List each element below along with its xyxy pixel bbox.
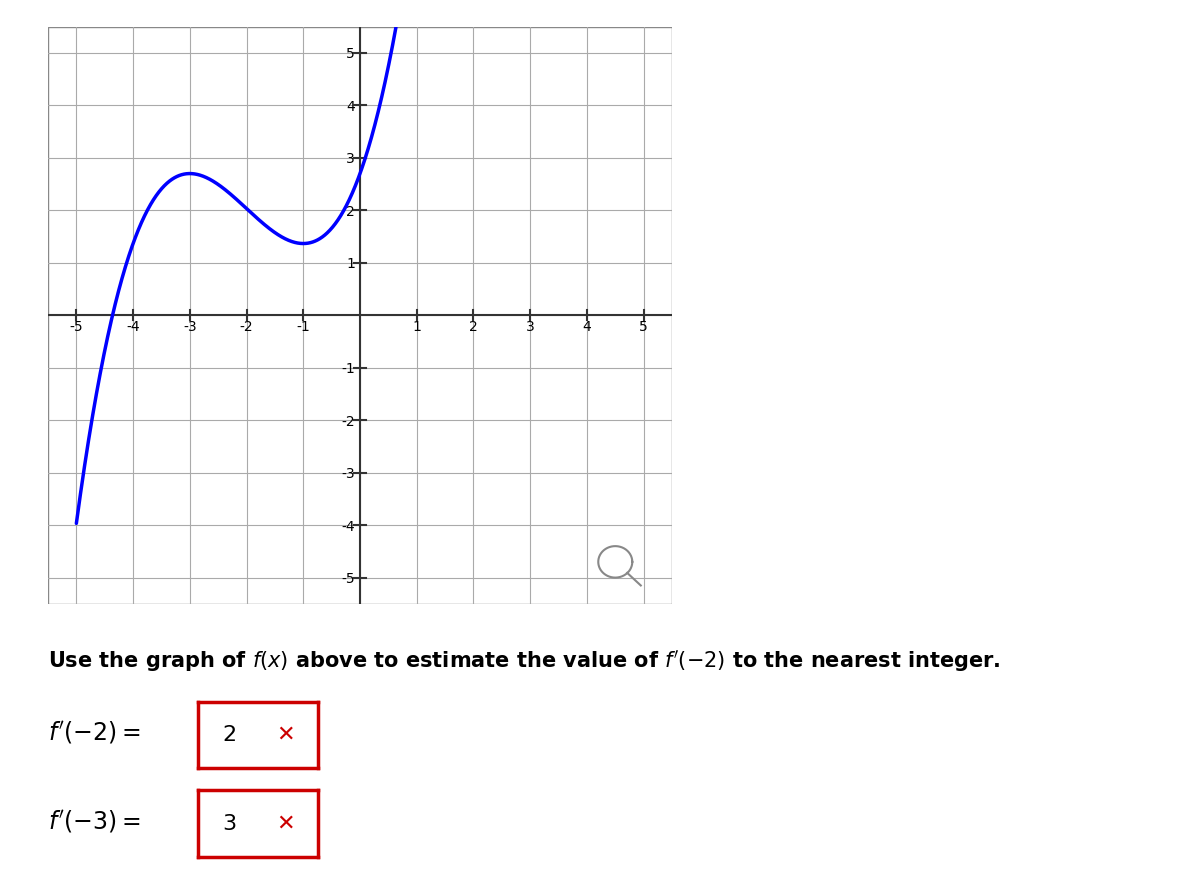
Text: ✕: ✕ [276, 725, 295, 745]
Text: $f'(-3) =$: $f'(-3) =$ [48, 808, 140, 835]
Text: $f'(-2) =$: $f'(-2) =$ [48, 719, 140, 746]
Text: Use the graph of $f(x)$ above to estimate the value of $f'(-2)$ to the nearest i: Use the graph of $f(x)$ above to estimat… [48, 648, 1001, 674]
Text: 2: 2 [222, 725, 236, 745]
Text: 3: 3 [222, 813, 236, 834]
Text: ✕: ✕ [276, 813, 295, 834]
